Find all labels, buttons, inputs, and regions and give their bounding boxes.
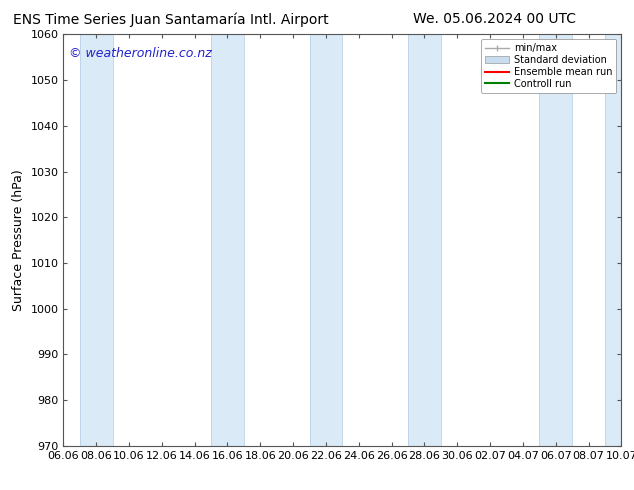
- Text: ENS Time Series Juan Santamaría Intl. Airport    We. 05.06.2024 00 UTC: ENS Time Series Juan Santamaría Intl. Ai…: [0, 489, 1, 490]
- Text: We. 05.06.2024 00 UTC: We. 05.06.2024 00 UTC: [413, 12, 576, 26]
- Bar: [309, 34, 342, 446]
- Bar: [211, 34, 244, 446]
- Bar: [605, 34, 634, 446]
- Text: ENS Time Series Juan Santamaría Intl. Airport: ENS Time Series Juan Santamaría Intl. Ai…: [13, 12, 329, 27]
- Bar: [540, 34, 572, 446]
- Bar: [408, 34, 441, 446]
- Text: © weatheronline.co.nz: © weatheronline.co.nz: [69, 47, 212, 60]
- Y-axis label: Surface Pressure (hPa): Surface Pressure (hPa): [12, 169, 25, 311]
- Bar: [80, 34, 113, 446]
- Legend: min/max, Standard deviation, Ensemble mean run, Controll run: min/max, Standard deviation, Ensemble me…: [481, 39, 616, 93]
